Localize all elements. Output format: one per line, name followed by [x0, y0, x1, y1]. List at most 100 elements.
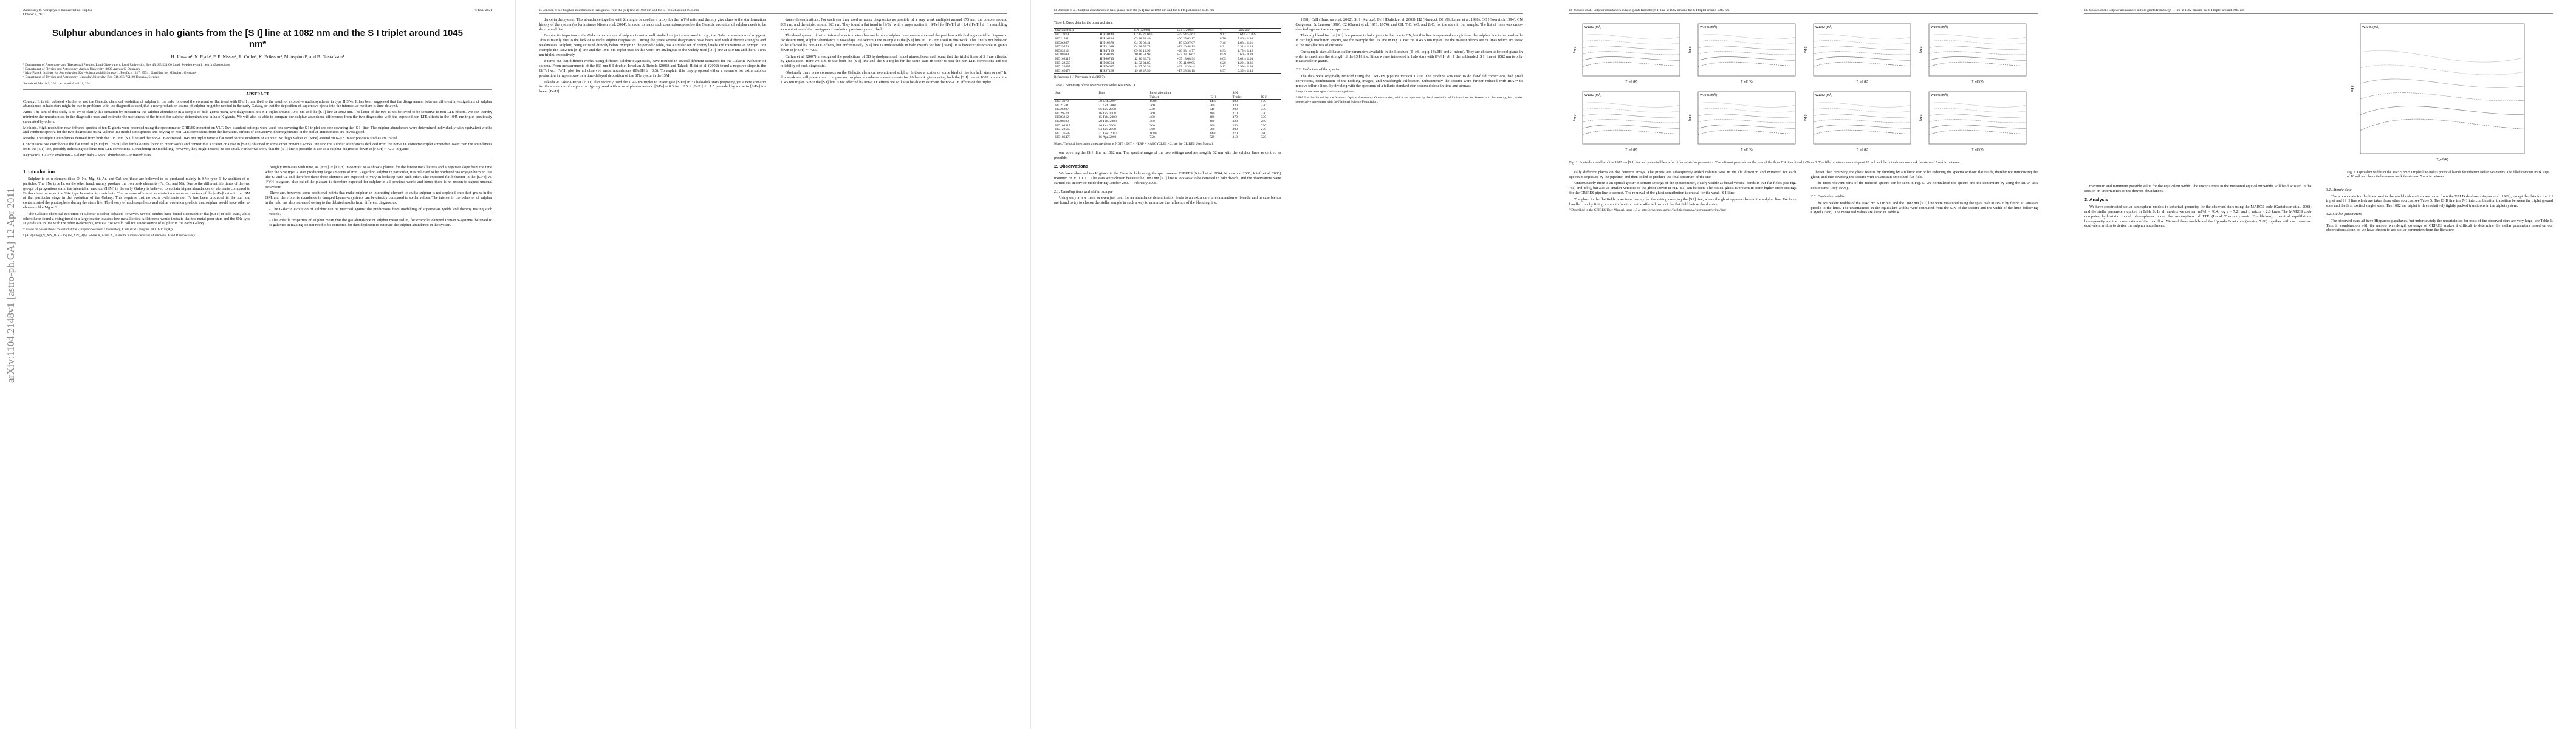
x-axis-label: T_eff (K) [1741, 80, 1753, 84]
table-cell: HD21581 [1055, 36, 1069, 41]
table-cell: 290 [1261, 123, 1266, 128]
table-cell: 7.46 [1219, 41, 1226, 45]
column: roughly increases with time, as [α/Fe] ∼… [265, 165, 492, 239]
section-heading: 3. Analysis [2084, 197, 2108, 203]
table: Star Date Integration time S/N Triplet [S I] T… [1054, 90, 1281, 141]
header-cell: RA (J2000) [1133, 28, 1176, 33]
contour [1928, 39, 2027, 45]
table-cell: 300 [1232, 100, 1238, 104]
contour [2360, 50, 2525, 63]
figure: W1082 (mÅ) T_eff (K) log g W1045 (mÅ) T_eff … [1569, 18, 2038, 165]
head-line: H. Jönsson et al.: Sulphur abundances in… [2084, 9, 2245, 12]
table-cell: 330 [1232, 103, 1238, 108]
paragraph: Despite its importance, the Galactic evo… [539, 33, 766, 57]
contour [1928, 108, 2027, 113]
table-cell: 9.12 [1219, 65, 1226, 69]
table-row: HD29574 HIP21648 04 38 55.73 −13 20 48.15 8.… [1054, 45, 1281, 49]
table-cell: −00 25 03.17 [1177, 36, 1195, 41]
figure: W1045 (mÅ) T_eff (K) log g Fig. 2. Equivale… [2084, 18, 2553, 179]
panel-frame [1697, 23, 1796, 77]
footnote: * Based on observations collected at the… [23, 228, 174, 232]
paragraph: Caffau et al. (2007) investigated the pr… [780, 54, 1008, 69]
table-cell: 09 36 19.95 [1134, 49, 1151, 53]
table-cell: HD88609 [1055, 120, 1069, 124]
abstract: Context. It is still debated whether or … [23, 100, 492, 152]
contour [1813, 108, 1911, 113]
column: better than removing the ghost feature b… [1811, 170, 2038, 217]
table-cell: 04 38 55.73 [1134, 45, 1151, 49]
panel-frame [1697, 91, 1796, 145]
table-cell: 280 [1261, 120, 1266, 124]
header-cell: Triplet [1148, 95, 1208, 100]
contour [1697, 46, 1796, 50]
table-row: HD88609 28 Feb. 2008 480 480 320 280 [1054, 120, 1281, 124]
contour [2360, 92, 2525, 101]
table-cell: 480 [1210, 115, 1215, 120]
head-line: Astronomy & Astrophysics manuscript no. … [23, 9, 93, 12]
abstract-heading: ABSTRACT [23, 89, 492, 97]
contour [1928, 102, 2027, 108]
table-cell: 320 [1232, 120, 1238, 124]
table-cell: −13 20 48.15 [1177, 45, 1195, 49]
table-cell: 14 02 31.85 [1134, 61, 1151, 65]
paragraph: The data were originally reduced using t… [1295, 74, 1523, 88]
contour [2360, 106, 2525, 115]
table-cell: 720 [1149, 135, 1155, 140]
head-line: H. Jönsson et al.: Sulphur abundances in… [1054, 9, 1214, 12]
contour [1813, 56, 1911, 61]
subsection-heading: 2.3. Equivalent widths [1810, 194, 1846, 199]
table-cell: 240 [1149, 108, 1155, 112]
footnote: ⁴ IRAF is distributed by the National Op… [1295, 95, 1523, 104]
contour [1697, 56, 1796, 61]
table-cell: HIP70647 [1100, 65, 1114, 69]
table-cell: 960 [1210, 103, 1215, 108]
table-cell: +09 41 09.95 [1177, 61, 1195, 65]
table-caption: Table 1. Basic data for the observed sta… [1054, 21, 1113, 25]
paragraph: dance determinations. For each star they… [780, 18, 1008, 32]
abstract-paragraph: Conclusions. We corroborate the flat tre… [23, 142, 492, 151]
table-cell: 16 Apr. 2008 [1098, 135, 1117, 140]
table-cell: 480 [1210, 111, 1215, 115]
page: H. Jönsson et al.: Sulphur abundances in… [2061, 0, 2576, 729]
contour [1928, 125, 2027, 129]
contour [1928, 129, 2027, 135]
columns: dance in the system. This abundance toge… [539, 18, 1007, 96]
table-notes: References. (1) Perryman et al. (1997) [1054, 75, 1105, 80]
table-cell: 1440 [1210, 131, 1217, 135]
table-cell: 4.22 ± 0.36 [1237, 61, 1253, 65]
header-cell: Integration time [1149, 91, 1172, 95]
header-cell: S/N [1232, 91, 1238, 95]
table-cell: 12 26 36.73 [1134, 56, 1151, 61]
table-head: Star identifier RA (J2000) Dec (J2000) V Par… [1054, 28, 1281, 33]
table-cell: HD13979 [1055, 100, 1069, 104]
table-cell: 31 Dec. 2007 [1098, 131, 1117, 135]
table-cell: HD26297 [1055, 41, 1069, 45]
table-cell: HD13979 [1055, 33, 1069, 37]
contour [1813, 34, 1911, 39]
panel-frame [1928, 91, 2027, 145]
contour [1697, 39, 1796, 45]
table-row: HD108317 16 Jan. 2008 360 360 250 290 [1054, 124, 1281, 128]
table-cell: 1080 [1149, 131, 1157, 135]
table-cell: 720 [1210, 135, 1215, 140]
panel-frame [1813, 91, 1911, 145]
figure-caption: Fig. 1. Equivalent widths of the 1082 nm… [1569, 160, 1961, 165]
paragraph: one covering the [S I] line at 1082 nm. … [1054, 150, 1281, 160]
panel-frame [1582, 23, 1680, 77]
table-cell: HIP10449 [1100, 33, 1114, 37]
subsection-heading: 2.2. Reduction of the spectra [1295, 67, 1340, 72]
header-row: Star Date Integration time S/N [1054, 91, 1281, 95]
panel-frame [1928, 23, 2027, 77]
abstract-paragraph: Aims. The aim of this study is to try to… [23, 110, 492, 124]
subsection-heading: 2.1. Blending lines and stellar sample [1054, 189, 1113, 194]
contour [1582, 125, 1680, 129]
table-cell: 360 [1149, 123, 1155, 128]
panel-title: W1045 (mÅ) [1931, 25, 1948, 29]
table-cell: 0.35 ± 1.15 [1237, 69, 1253, 73]
header-cell: V [1218, 28, 1236, 33]
table-cell: 19 48 47.50 [1134, 69, 1151, 73]
table-cell: 230 [1261, 111, 1266, 115]
x-axis-label: T_eff (K) [1625, 80, 1637, 84]
contour [1813, 61, 1911, 67]
table-cell: −17 28 58.18 [1177, 69, 1195, 73]
